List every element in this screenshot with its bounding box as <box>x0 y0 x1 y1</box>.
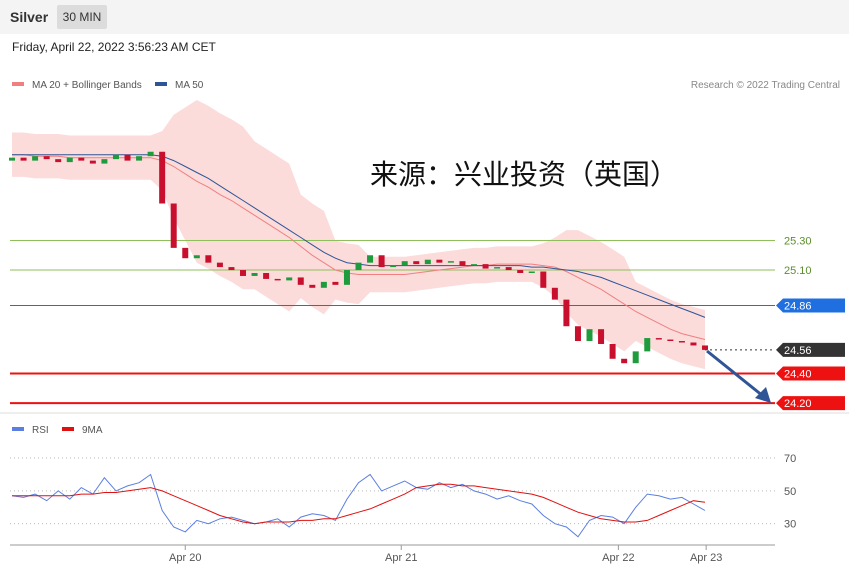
datetime: Friday, April 22, 2022 3:56:23 AM CET <box>12 40 217 54</box>
legend-label: 9MA <box>82 425 103 436</box>
candle <box>240 270 247 276</box>
candle <box>101 159 108 164</box>
candle <box>702 345 709 350</box>
candle <box>447 261 454 263</box>
watermark: 来源：兴业投资（英国） <box>370 159 678 190</box>
candle <box>309 284 316 288</box>
candle <box>367 255 374 263</box>
level-tag <box>776 366 845 381</box>
bollinger-band <box>12 100 705 370</box>
candle <box>43 156 50 160</box>
candle <box>343 270 350 285</box>
level-tag <box>776 396 845 411</box>
candle <box>355 262 362 271</box>
interval[interactable]: 30 MIN <box>63 10 102 24</box>
candle <box>482 264 489 269</box>
x-tick-label: Apr 21 <box>385 552 417 564</box>
candle <box>297 277 304 285</box>
level-label: 24.40 <box>784 369 812 381</box>
candle <box>621 358 628 364</box>
candle <box>147 151 154 157</box>
candle <box>424 259 431 265</box>
candle <box>263 273 270 279</box>
candle <box>55 159 62 163</box>
legend-label: MA 20 + Bollinger Bands <box>32 80 142 91</box>
level-label: 24.20 <box>784 398 812 410</box>
candle <box>655 338 662 340</box>
candle <box>598 329 605 344</box>
candle <box>436 259 443 263</box>
candle <box>459 261 466 266</box>
candle <box>574 326 581 342</box>
candle <box>124 154 131 161</box>
candle <box>551 287 558 300</box>
candle <box>66 157 73 163</box>
indicator-line <box>11 473 706 538</box>
level-label: 24.86 <box>784 301 812 313</box>
legend-swatch <box>12 427 24 431</box>
candle <box>89 160 96 164</box>
candle <box>78 157 85 161</box>
legend-swatch <box>12 82 24 86</box>
forecast-arrow <box>706 349 764 398</box>
candle <box>9 157 16 161</box>
candle <box>274 278 281 281</box>
level-tag <box>776 342 845 357</box>
candle <box>471 264 478 266</box>
x-tick-label: Apr 23 <box>690 552 722 564</box>
y-tick-label: 50 <box>784 486 796 498</box>
legend-swatch <box>155 82 167 86</box>
candle <box>251 273 258 276</box>
level-label: 25.10 <box>784 265 812 277</box>
candle <box>193 255 200 259</box>
level-label: 24.56 <box>784 345 812 357</box>
credit: Research © 2022 Trading Central <box>691 80 840 91</box>
candle <box>609 343 616 359</box>
candle <box>332 281 339 285</box>
legend-swatch <box>62 427 74 431</box>
candle <box>401 261 408 266</box>
candle <box>644 338 651 352</box>
y-tick-label: 30 <box>784 519 796 531</box>
candle <box>378 255 385 268</box>
candle <box>320 281 327 288</box>
candle <box>112 154 119 160</box>
candle <box>216 262 223 268</box>
candle <box>286 277 293 281</box>
y-tick-label: 70 <box>784 453 796 465</box>
candle <box>528 271 535 274</box>
candle <box>390 265 397 268</box>
candle <box>667 339 674 342</box>
x-tick-label: Apr 22 <box>602 552 634 564</box>
candle <box>494 267 501 269</box>
candle <box>563 299 570 327</box>
candle <box>20 157 27 161</box>
forecast-arrow-head <box>755 387 771 403</box>
candle <box>228 267 235 271</box>
level-label: 25.30 <box>784 235 812 247</box>
candle <box>170 203 177 248</box>
candle <box>182 247 189 259</box>
candle <box>159 151 166 204</box>
candle <box>586 329 593 342</box>
candle <box>690 342 697 346</box>
level-tag <box>776 298 845 313</box>
x-tick-label: Apr 20 <box>169 552 201 564</box>
candle <box>517 270 524 274</box>
symbol: Silver <box>10 9 49 25</box>
header-bar <box>0 0 849 34</box>
candle <box>632 351 639 364</box>
candle <box>413 261 420 265</box>
candle <box>678 341 685 343</box>
interval-badge[interactable] <box>57 5 107 29</box>
candle <box>32 156 39 161</box>
legend-label: RSI <box>32 425 49 436</box>
candle <box>136 156 143 161</box>
candle <box>505 267 512 271</box>
indicator-line <box>12 483 706 525</box>
candle <box>205 255 212 263</box>
candle <box>540 271 547 288</box>
legend-label: MA 50 <box>175 80 204 91</box>
